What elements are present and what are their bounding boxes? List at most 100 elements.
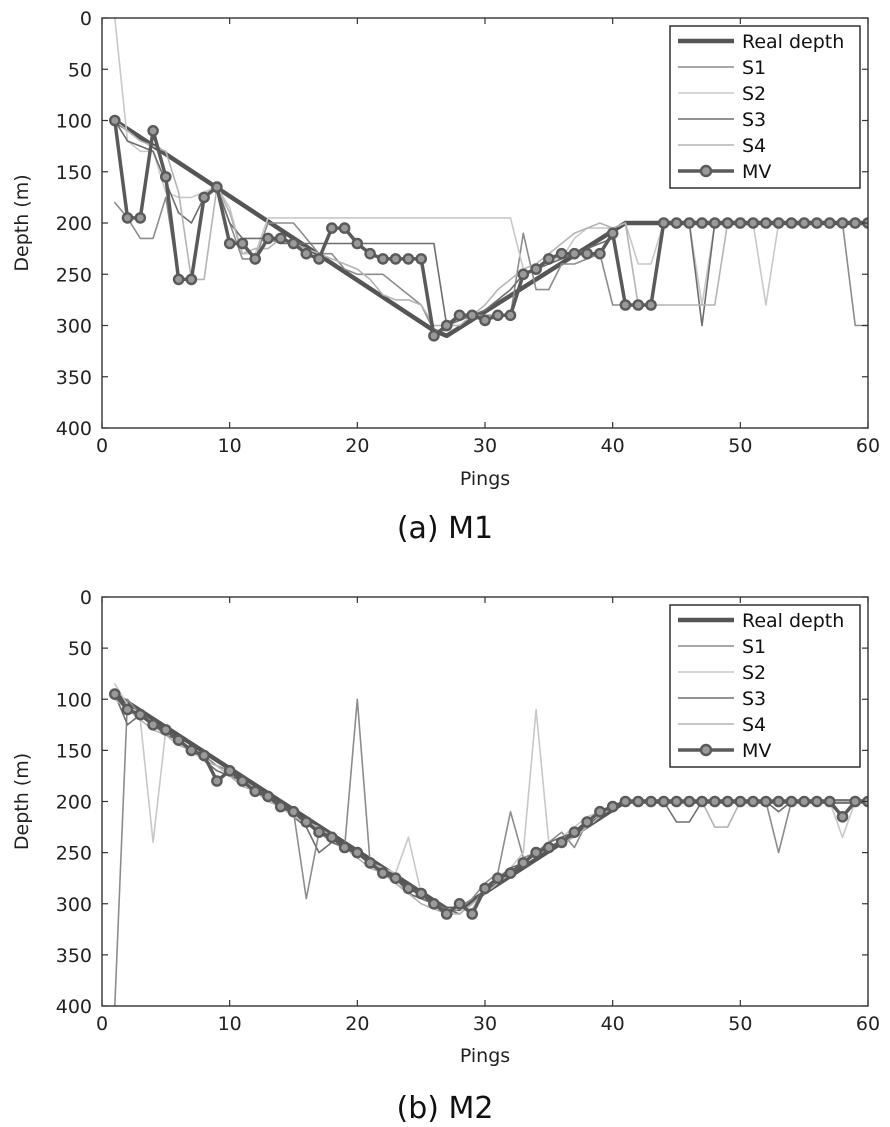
mv-point (377, 253, 389, 265)
y-tick-label: 400 (56, 996, 92, 1018)
mv-point (683, 217, 696, 229)
mv-point (211, 775, 223, 787)
legend-item-s1: S1 (678, 57, 766, 79)
mv-point (619, 299, 632, 311)
legend-label: S4 (742, 714, 766, 736)
mv-point (785, 217, 798, 229)
mv-point (440, 908, 453, 920)
y-tick-label: 150 (56, 162, 92, 184)
y-axis-label: Depth (m) (11, 174, 33, 271)
mv-point (632, 299, 645, 311)
mv-point (772, 217, 785, 229)
y-tick-label: 0 (80, 8, 92, 30)
legend-item-s3: S3 (678, 688, 766, 710)
mv-point (657, 217, 670, 229)
x-tick-label: 60 (856, 1013, 880, 1035)
mv-point (159, 171, 172, 183)
mv-point (159, 724, 172, 736)
mv-point (543, 841, 555, 854)
mv-point (262, 790, 274, 803)
mv-point (287, 805, 300, 818)
mv-point (581, 816, 593, 828)
mv-point (262, 232, 274, 245)
mv-point (147, 125, 159, 137)
x-tick-label: 20 (345, 435, 369, 457)
legend-label: Real depth (742, 31, 844, 53)
mv-point (517, 857, 530, 869)
legend-label: Real depth (742, 610, 844, 632)
legend-item-s2: S2 (678, 83, 766, 105)
mv-point (364, 247, 376, 260)
y-tick-label: 150 (56, 740, 92, 762)
y-tick-label: 300 (56, 894, 92, 916)
mv-point (709, 795, 721, 808)
mv-point (223, 765, 236, 777)
mv-point (338, 222, 351, 234)
mv-point (504, 309, 517, 322)
mv-point (134, 212, 147, 224)
legend-label: S2 (742, 83, 766, 105)
mv-point (453, 898, 466, 910)
legend-marker (699, 164, 713, 178)
legend-label: S4 (742, 135, 766, 157)
mv-point (721, 217, 734, 229)
legend-label: S1 (742, 57, 766, 79)
chart-panel-m1: 0 10 20 30 40 50 60 0 50 100 150 200 250 300 350 400 Pin… (11, 8, 880, 490)
y-tick-label: 200 (56, 792, 92, 814)
mv-point (121, 703, 134, 716)
mv-point (734, 217, 747, 229)
mv-point (440, 319, 453, 332)
mv-point (364, 857, 376, 869)
y-tick-label: 250 (56, 264, 92, 286)
mv-point (415, 887, 428, 900)
mv-point (313, 826, 325, 839)
x-tick-label: 40 (601, 435, 625, 457)
mv-point (606, 227, 619, 240)
x-tick-label: 50 (728, 435, 752, 457)
mv-point (453, 309, 466, 322)
mv-point (185, 273, 198, 286)
mv-point (811, 795, 823, 808)
mv-point (300, 247, 313, 260)
mv-point (466, 309, 479, 322)
mv-point (172, 273, 185, 286)
mv-point (402, 882, 415, 895)
mv-point (479, 882, 491, 895)
mv-point (760, 217, 772, 229)
mv-point (696, 217, 708, 229)
mv-point (236, 237, 249, 250)
mv-point (657, 795, 670, 808)
mv-point (415, 253, 428, 265)
mv-point (683, 795, 696, 808)
mv-point (249, 785, 261, 798)
legend-label: MV (742, 161, 771, 183)
mv-point (491, 872, 504, 885)
legend-label: S3 (742, 688, 766, 710)
mv-point (568, 826, 581, 839)
mv-point (313, 253, 325, 265)
mv-point (134, 708, 147, 721)
mv-point (389, 872, 402, 885)
mv-point (594, 247, 606, 260)
legend-item-mv: MV (678, 161, 771, 183)
legend: Real depth S1 S2 S3 S4 MV (669, 25, 861, 189)
mv-point (581, 247, 593, 260)
mv-point (300, 816, 313, 828)
mv-point (747, 217, 759, 229)
mv-point (772, 795, 785, 808)
x-tick-label: 10 (218, 435, 242, 457)
mv-point (121, 212, 134, 224)
mv-point (504, 867, 517, 879)
x-tick-label: 10 (218, 1013, 242, 1035)
legend-label: S1 (742, 636, 766, 658)
mv-point (249, 253, 261, 265)
y-tick-label: 250 (56, 843, 92, 865)
mv-point (172, 734, 185, 746)
mv-point (836, 217, 849, 229)
x-tick-label: 0 (96, 435, 108, 457)
y-tick-label: 350 (56, 945, 92, 967)
y-tick-label: 400 (56, 418, 92, 440)
mv-point (798, 217, 811, 229)
mv-point (798, 795, 811, 808)
mv-point (645, 299, 657, 311)
